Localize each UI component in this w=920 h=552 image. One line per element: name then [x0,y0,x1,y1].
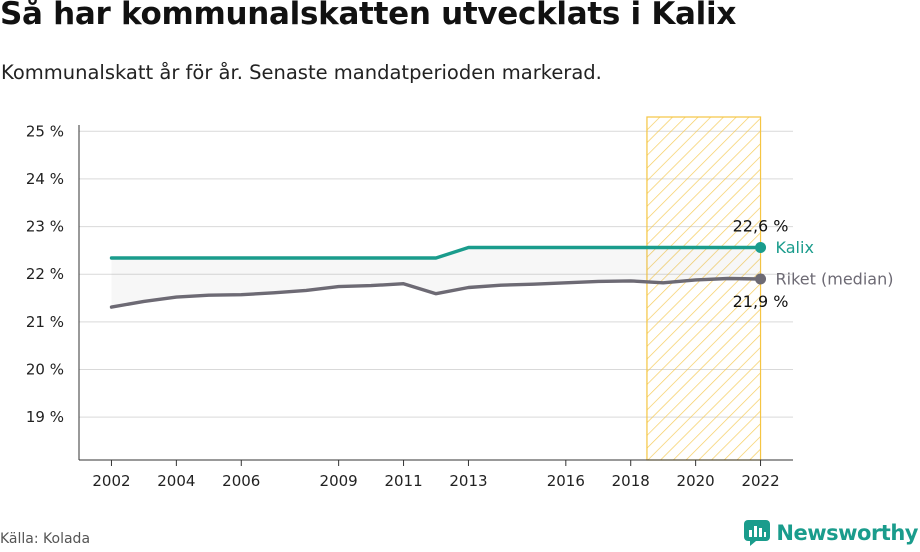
x-tick-label: 2022 [741,472,779,490]
x-tick-label: 2006 [222,472,260,490]
y-tick-label: 23 % [26,218,64,236]
brand-name: Newsworthy [776,521,918,545]
x-tick-label: 2018 [612,472,650,490]
series-name-label: Riket (median) [776,269,894,288]
series-end-point [755,273,767,285]
y-tick-label: 25 % [26,122,64,140]
x-tick-label: 2016 [547,472,585,490]
series-line-kalix [109,245,763,260]
highlight-band [646,116,762,461]
series-value-label: 22,6 % [733,217,789,236]
y-tick-label: 20 % [26,360,64,378]
x-tick-label: 2020 [677,472,715,490]
chart-subtitle: Kommunalskatt år för år. Senaste mandatp… [1,61,602,84]
y-tick-label: 19 % [26,408,64,426]
series-lines [109,242,767,309]
newsworthy-logo-icon [744,520,771,546]
x-tick-label: 2013 [449,472,487,490]
y-tick-label: 24 % [26,170,64,188]
chart-title: Så har kommunalskatten utvecklats i Kali… [0,0,737,32]
series-name-label: Kalix [776,238,814,257]
series-value-label: 21,9 % [733,292,789,311]
end-labels: Kalix 22,6 % Riket (median) 21,9 % [733,217,894,311]
series-line-riket [109,276,763,309]
highlight-period [646,116,762,461]
y-tick-label: 21 % [26,313,64,331]
axes: 19 % 20 % 21 % 22 % 23 % 24 % 25 % 2002 2004 2006… [26,122,793,490]
series-end-point [755,242,767,254]
x-tick-label: 2011 [384,472,422,490]
x-tick-label: 2009 [320,472,358,490]
x-tick-label: 2002 [92,472,130,490]
y-tick-label: 22 % [26,265,64,283]
brand-logo[interactable]: Newsworthy [744,520,918,546]
source-note: Källa: Kolada [0,531,91,547]
x-tick-label: 2004 [157,472,195,490]
